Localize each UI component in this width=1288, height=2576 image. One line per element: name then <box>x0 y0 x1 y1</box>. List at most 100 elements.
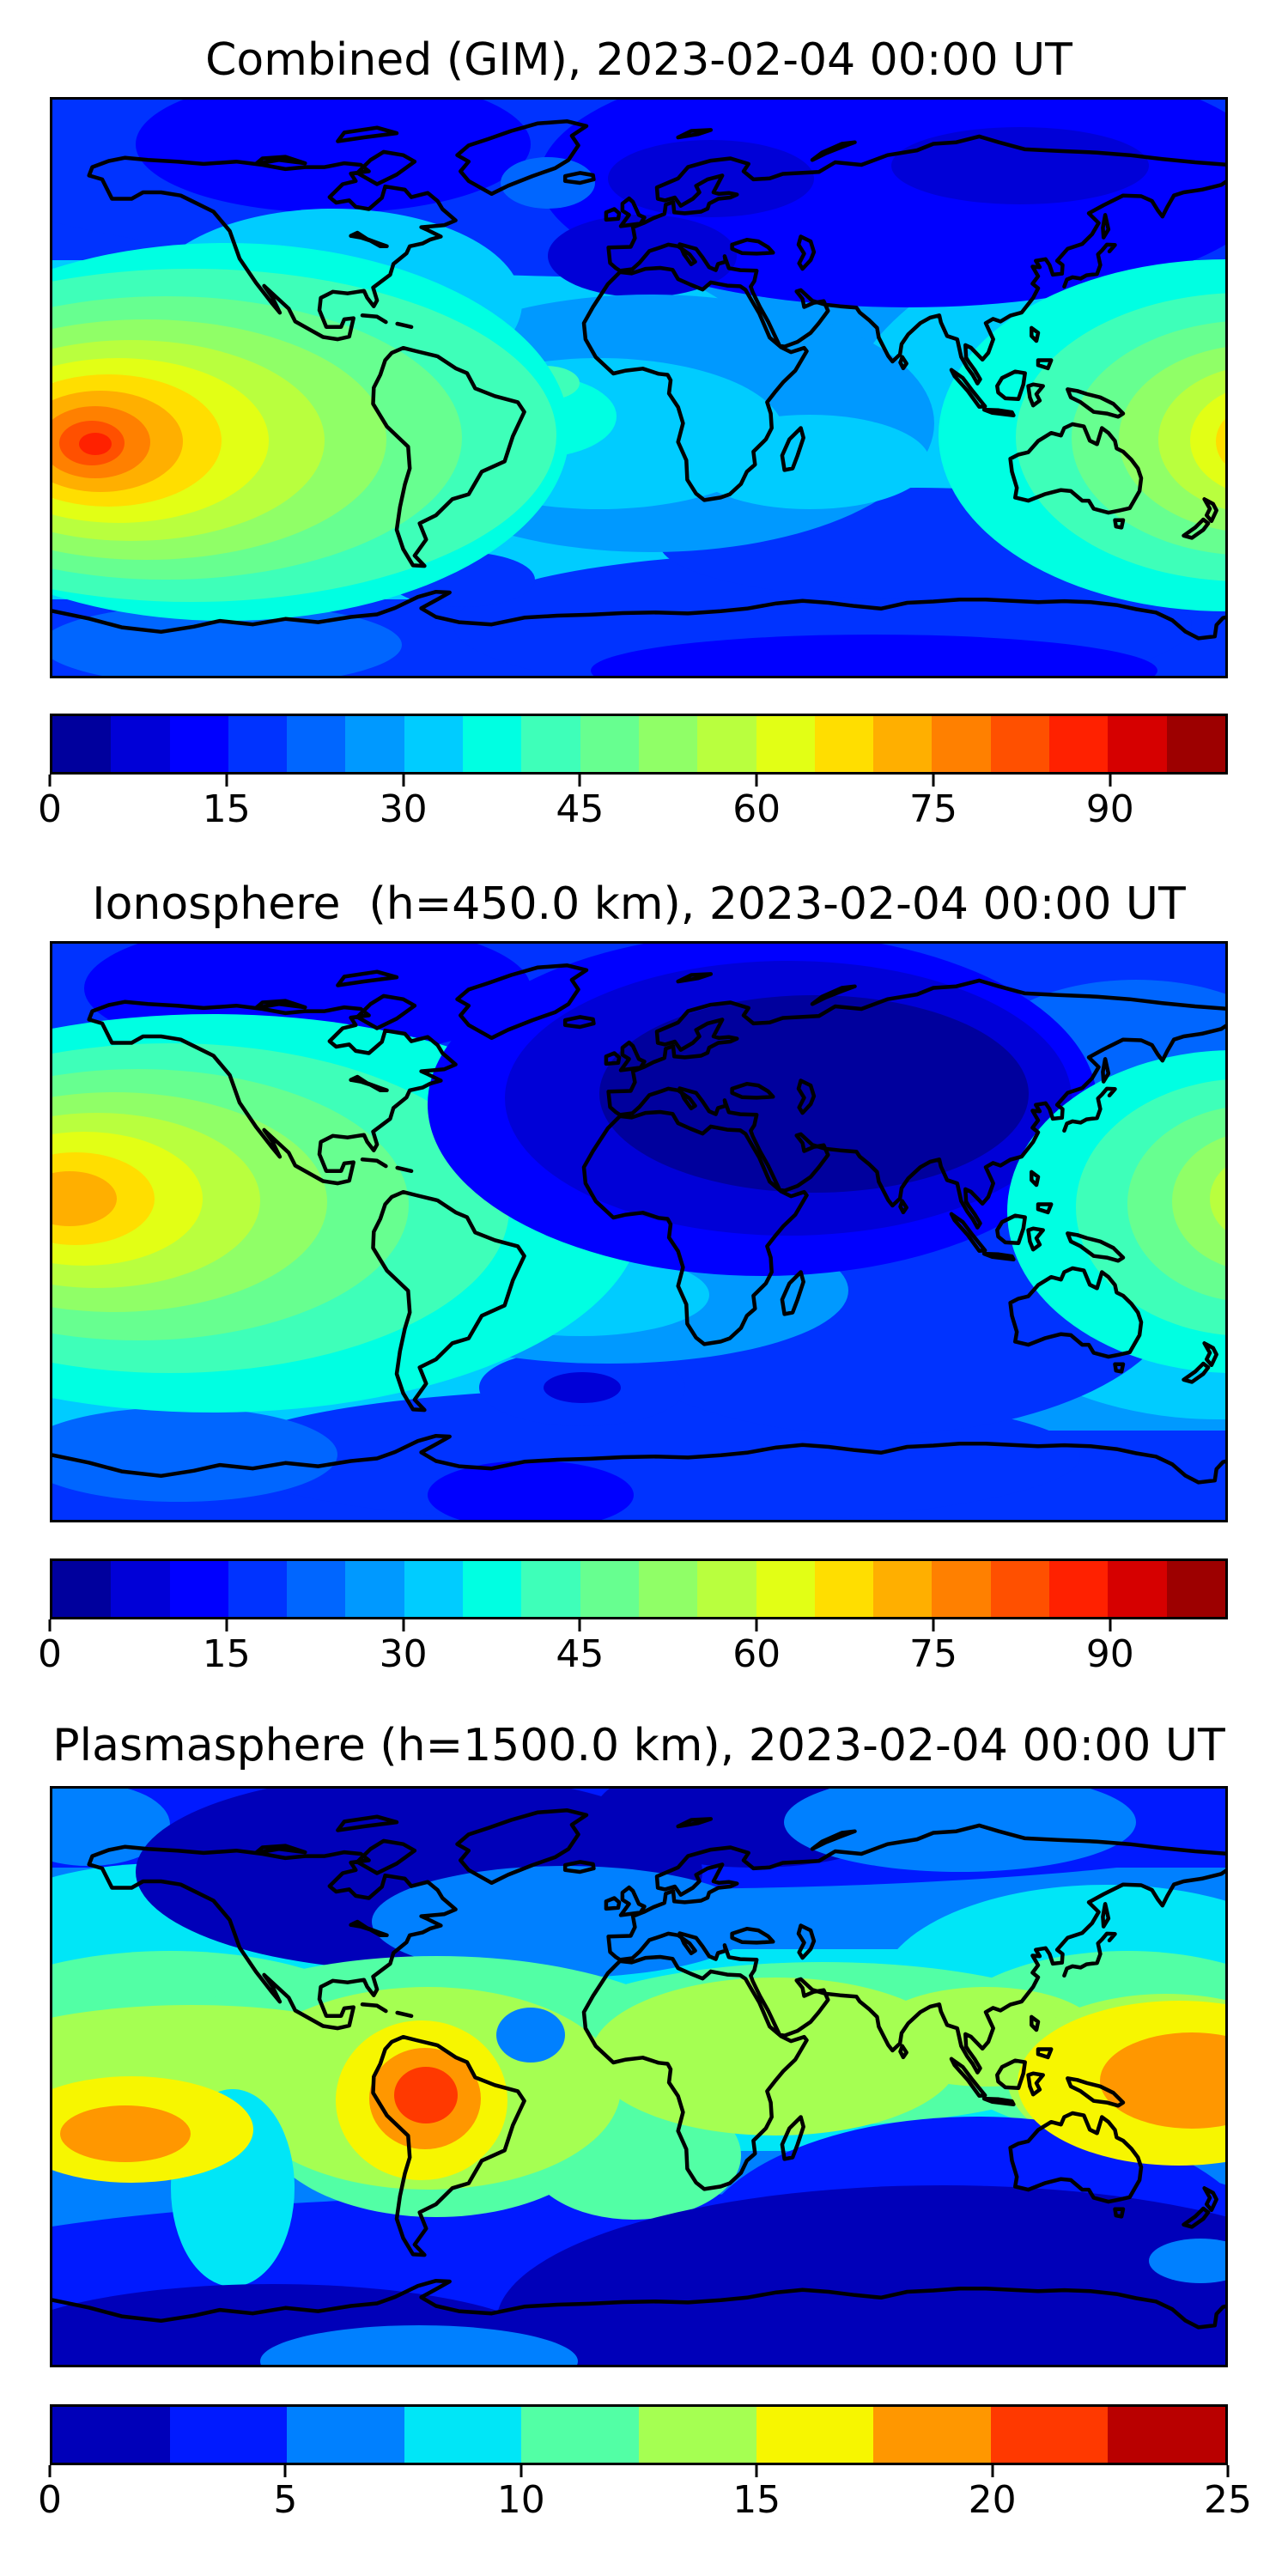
colorbar-segment <box>814 1561 874 1617</box>
contour-region <box>501 157 595 209</box>
contour-region <box>136 97 531 213</box>
panel-plasmasphere-title: Plasmasphere (h=1500.0 km), 2023-02-04 0… <box>52 1720 1225 1771</box>
colorbar-segment <box>638 1561 698 1617</box>
colorbar-tick <box>402 775 405 787</box>
colorbar-segment <box>287 716 346 772</box>
map-combined <box>50 97 1228 678</box>
colorbar-tick <box>48 2465 52 2477</box>
colorbar-segment <box>287 2407 404 2463</box>
contour-region <box>60 2105 191 2162</box>
colorbar-segment <box>580 716 639 772</box>
colorbar-segment <box>990 2407 1109 2463</box>
colorbar-segment <box>873 2407 991 2463</box>
colorbar-segment <box>52 1561 112 1617</box>
contour-region <box>496 2008 565 2063</box>
colorbar-tick <box>755 2465 758 2477</box>
colorbar-segment <box>521 716 580 772</box>
colorbar-tick-label: 90 <box>1085 787 1134 831</box>
colorbar-segment <box>697 1561 756 1617</box>
colorbar-tick-label: 10 <box>496 2478 545 2522</box>
contour-region <box>260 2325 578 2367</box>
colorbar-tick-label: 75 <box>909 1632 957 1676</box>
colorbar-segment <box>1166 1561 1225 1617</box>
contour-field-combined <box>50 97 1228 678</box>
colorbar-tick <box>225 1619 228 1631</box>
colorbar-segment <box>228 1561 288 1617</box>
colorbar-segment <box>697 716 756 772</box>
colorbar-segment <box>404 1561 464 1617</box>
colorbar-tick-label: 15 <box>202 787 251 831</box>
colorbar-segment <box>1108 2407 1225 2463</box>
contour-region <box>79 433 112 455</box>
colorbar-segment <box>169 1561 228 1617</box>
colorbar-tick <box>1109 775 1112 787</box>
colorbar-segment <box>345 1561 404 1617</box>
colorbar-segment <box>169 716 228 772</box>
colorbar-segment <box>52 2407 170 2463</box>
contour-region <box>1210 1165 1228 1232</box>
contour-region <box>1149 2239 1228 2283</box>
panel-ionosphere-title: Ionosphere (h=450.0 km), 2023-02-04 00:0… <box>92 878 1186 930</box>
colorbar-segment <box>1166 716 1225 772</box>
colorbar-segment <box>521 2407 639 2463</box>
map-frame <box>50 941 1228 1522</box>
colorbar-tick <box>578 1619 581 1631</box>
colorbar-segment <box>404 2407 522 2463</box>
colorbar-segment <box>1108 716 1167 772</box>
contour-region <box>50 1407 337 1502</box>
contour-region <box>690 415 930 509</box>
colorbar-tick-label: 25 <box>1204 2478 1252 2522</box>
map-plasmasphere <box>50 1786 1228 2367</box>
colorbar-segment <box>990 1561 1050 1617</box>
colorbar-tick-label: 30 <box>379 787 428 831</box>
colorbar-segment <box>463 716 522 772</box>
contour-region <box>591 1978 960 2136</box>
colorbar-tick-label: 0 <box>38 2478 62 2522</box>
colorbar-tick-label: 60 <box>732 1632 781 1676</box>
colorbar-tick-label: 45 <box>556 1632 605 1676</box>
colorbar-segment <box>1049 716 1109 772</box>
colorbar-segment <box>932 716 991 772</box>
colorbar-tick <box>755 775 758 787</box>
colorbar-tick <box>283 2465 287 2477</box>
colorbar-tick <box>48 1619 52 1631</box>
colorbar-segment <box>1049 1561 1109 1617</box>
colorbar-tick <box>225 775 228 787</box>
colorbar-segment <box>228 716 288 772</box>
colorbar-segment <box>638 2407 756 2463</box>
colorbar-tick-label: 15 <box>202 1632 251 1676</box>
colorbar-segment <box>932 1561 991 1617</box>
contour-field-plasmasphere <box>50 1786 1228 2367</box>
colorbar-segment <box>580 1561 639 1617</box>
colorbar-tick <box>578 775 581 787</box>
colorbar-ticks-plasmasphere: 0 5 10 15 20 25 <box>38 2465 1252 2525</box>
contour-region <box>544 1372 621 1403</box>
colorbar-plasmasphere <box>50 2404 1228 2465</box>
colorbar-segment <box>345 716 404 772</box>
colorbar-segment <box>463 1561 522 1617</box>
colorbar-tick <box>932 775 935 787</box>
colorbar-tick-label: 75 <box>909 787 957 831</box>
colorbar-segment <box>287 1561 346 1617</box>
contour-field-ionosphere <box>50 941 1228 1522</box>
contour-region <box>394 2067 458 2123</box>
colorbar-ticks-combined: 0 15 30 45 60 75 90 <box>38 775 1228 835</box>
colorbar-segment <box>404 716 464 772</box>
colorbar-tick-label: 0 <box>38 1632 62 1676</box>
colorbar-tick <box>1226 2465 1230 2477</box>
colorbar-segment <box>756 2407 874 2463</box>
colorbar-tick <box>402 1619 405 1631</box>
colorbar-tick-label: 5 <box>273 2478 298 2522</box>
colorbar-tick-label: 60 <box>732 787 781 831</box>
colorbar-tick-label: 90 <box>1085 1632 1134 1676</box>
colorbar-ionosphere <box>50 1558 1228 1619</box>
contour-region <box>891 127 1149 204</box>
colorbar-segment <box>111 716 170 772</box>
contour-region <box>1172 1135 1228 1267</box>
map-frame <box>50 1786 1228 2367</box>
colorbar-segment <box>169 2407 288 2463</box>
map-ionosphere <box>50 941 1228 1522</box>
colorbar-tick-label: 0 <box>38 787 62 831</box>
contour-region <box>1190 392 1228 489</box>
colorbar-segment <box>756 1561 815 1617</box>
